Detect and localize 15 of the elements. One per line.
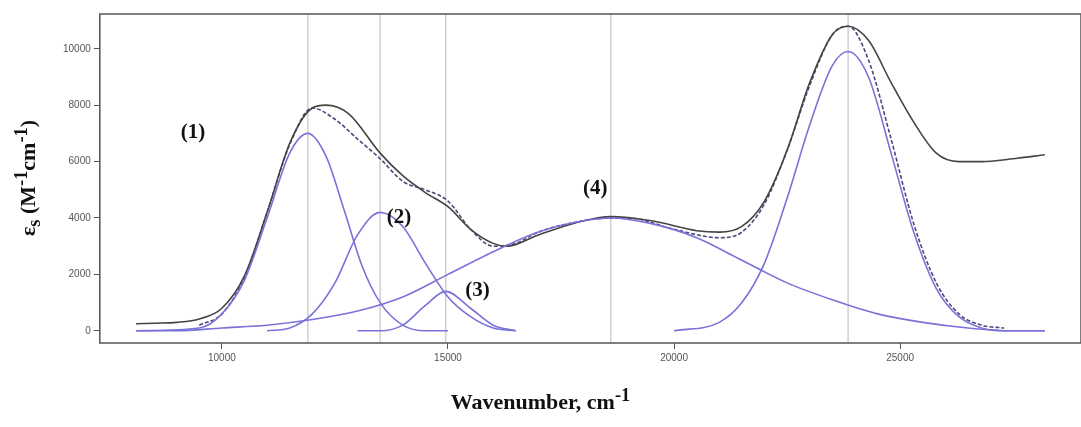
annotation: (1) — [180, 118, 206, 143]
annotation: (4) — [583, 174, 608, 199]
y-tick-label: 2000 — [68, 268, 92, 280]
y-tick-label: 4000 — [68, 211, 92, 223]
x-tick-label: 20000 — [660, 351, 689, 363]
annotation: (3) — [465, 276, 490, 301]
y-tick-label: 8000 — [68, 98, 92, 110]
y-tick-label: 10000 — [63, 42, 92, 54]
x-tick-label: 10000 — [207, 351, 237, 363]
annotation: (2) — [386, 204, 412, 229]
x-axis-title: Wavenumber, cm$^{-1}$ — [449, 385, 632, 416]
x-tick-label: 25000 — [886, 351, 915, 363]
y-tick-label: 6000 — [68, 155, 92, 167]
y-tick-label: 0 — [85, 324, 92, 336]
x-tick-label: 15000 — [434, 351, 463, 363]
